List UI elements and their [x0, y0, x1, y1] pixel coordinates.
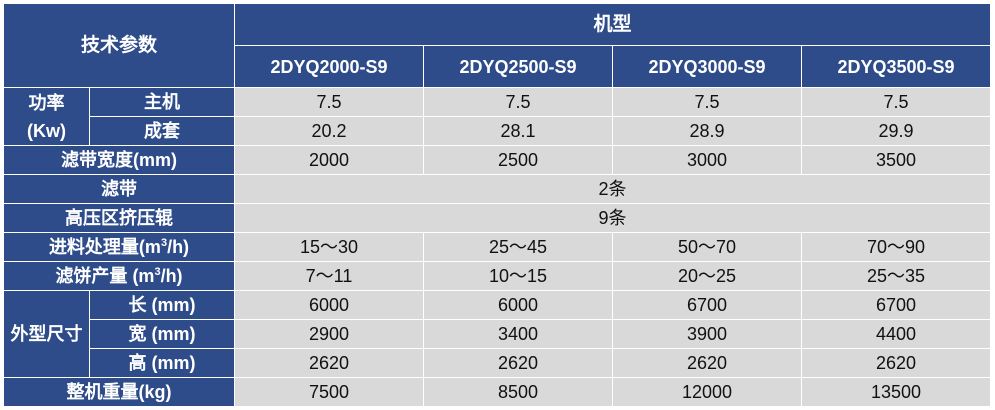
power-main-value: 7.5 — [423, 87, 614, 117]
dim-length-value: 6000 — [234, 290, 425, 320]
power-label: 功率 (Kw) — [3, 87, 90, 146]
model-name: 2DYQ3500-S9 — [801, 45, 992, 88]
capacity-value: 25～45 — [423, 232, 614, 262]
capacity-row: 进料处理量(m3/h) 15～30 25～45 50～70 70～90 — [2, 232, 992, 262]
weight-row: 整机重量(kg) 7500 8500 12000 13500 — [2, 377, 992, 407]
model-name: 2DYQ3000-S9 — [612, 45, 803, 88]
capacity-value: 50～70 — [612, 232, 803, 262]
capacity-label-sup: 3 — [160, 237, 168, 249]
capacity-value: 70～90 — [801, 232, 992, 262]
dim-height-label: 高 (mm) — [88, 348, 236, 378]
belt-width-label: 滤带宽度(mm) — [2, 145, 236, 175]
capacity-label: 进料处理量(m3/h) — [2, 232, 236, 262]
dim-height-value: 2620 — [234, 348, 425, 378]
power-set-value: 20.2 — [234, 116, 425, 146]
weight-label: 整机重量(kg) — [2, 377, 236, 407]
dim-width-value: 2900 — [234, 319, 425, 349]
capacity-label-unit: /h) — [167, 237, 190, 257]
dim-length-row: 外型尺寸 长 (mm) 6000 6000 6700 6700 — [3, 290, 992, 378]
dim-length-value: 6000 — [423, 290, 614, 320]
power-label-line1: 功率 — [28, 92, 65, 113]
header-row-1: 技术参数 机型 — [2, 3, 992, 88]
rollers-row: 高压区挤压辊 9条 — [2, 203, 992, 233]
dim-length-label: 长 (mm) — [88, 290, 236, 320]
dim-height-value: 2620 — [612, 348, 803, 378]
dim-length-value: 6700 — [801, 290, 992, 320]
rollers-value: 9条 — [234, 203, 992, 233]
model-name: 2DYQ2500-S9 — [423, 45, 614, 88]
belt-width-row: 滤带宽度(mm) 2000 2500 3000 3500 — [2, 145, 992, 175]
dim-width-value: 3900 — [612, 319, 803, 349]
param-header: 技术参数 — [2, 3, 236, 88]
belt-value: 2条 — [234, 174, 992, 204]
dim-width-value: 4400 — [801, 319, 992, 349]
power-main-label: 主机 — [88, 87, 236, 117]
capacity-label-text: 进料处理量(m — [48, 237, 161, 257]
power-label-line2: (Kw) — [27, 120, 66, 141]
cake-label-unit: /h) — [160, 266, 183, 286]
cake-value: 7～11 — [234, 261, 425, 291]
spec-table: 技术参数 机型 2DYQ2000-S9 2DYQ2500-S9 2DYQ3000… — [2, 3, 992, 407]
power-set-value: 28.9 — [612, 116, 803, 146]
cake-value: 20～25 — [612, 261, 803, 291]
dimensions-label: 外型尺寸 — [3, 290, 90, 378]
dim-length-value: 6700 — [612, 290, 803, 320]
cake-value: 25～35 — [801, 261, 992, 291]
power-set-value: 29.9 — [801, 116, 992, 146]
power-main-value: 7.5 — [801, 87, 992, 117]
belt-width-value: 2000 — [234, 145, 425, 175]
belt-width-value: 3000 — [612, 145, 803, 175]
weight-value: 7500 — [234, 377, 425, 407]
belt-width-value: 3500 — [801, 145, 992, 175]
weight-value: 8500 — [423, 377, 614, 407]
power-set-value: 28.1 — [423, 116, 614, 146]
weight-value: 12000 — [612, 377, 803, 407]
power-main-row: 功率 (Kw) 主机 7.5 7.5 7.5 7.5 — [3, 87, 992, 146]
cake-label: 滤饼产量 (m3/h) — [2, 261, 236, 291]
power-set-label: 成套 — [88, 116, 236, 146]
cake-label-sup: 3 — [154, 266, 161, 278]
model-name: 2DYQ2000-S9 — [234, 45, 425, 88]
cake-label-text: 滤饼产量 (m — [55, 266, 155, 286]
capacity-value: 15～30 — [234, 232, 425, 262]
dim-width-label: 宽 (mm) — [88, 319, 236, 349]
cake-value: 10～15 — [423, 261, 614, 291]
cake-row: 滤饼产量 (m3/h) 7～11 10～15 20～25 25～35 — [2, 261, 992, 291]
dim-width-row: 宽 (mm) 2900 3400 3900 4400 — [4, 319, 992, 349]
power-set-row: 成套 20.2 28.1 28.9 29.9 — [4, 116, 992, 146]
dim-height-row: 高 (mm) 2620 2620 2620 2620 — [4, 348, 992, 378]
model-header: 机型 — [234, 3, 992, 46]
belt-label: 滤带 — [2, 174, 236, 204]
power-main-value: 7.5 — [234, 87, 425, 117]
dim-height-value: 2620 — [801, 348, 992, 378]
belt-width-value: 2500 — [423, 145, 614, 175]
header-row-2: 2DYQ2000-S9 2DYQ2500-S9 2DYQ3000-S9 2DYQ… — [4, 45, 992, 88]
dim-height-value: 2620 — [423, 348, 614, 378]
rollers-label: 高压区挤压辊 — [2, 203, 236, 233]
belt-row: 滤带 2条 — [2, 174, 992, 204]
weight-value: 13500 — [801, 377, 992, 407]
dim-width-value: 3400 — [423, 319, 614, 349]
power-main-value: 7.5 — [612, 87, 803, 117]
